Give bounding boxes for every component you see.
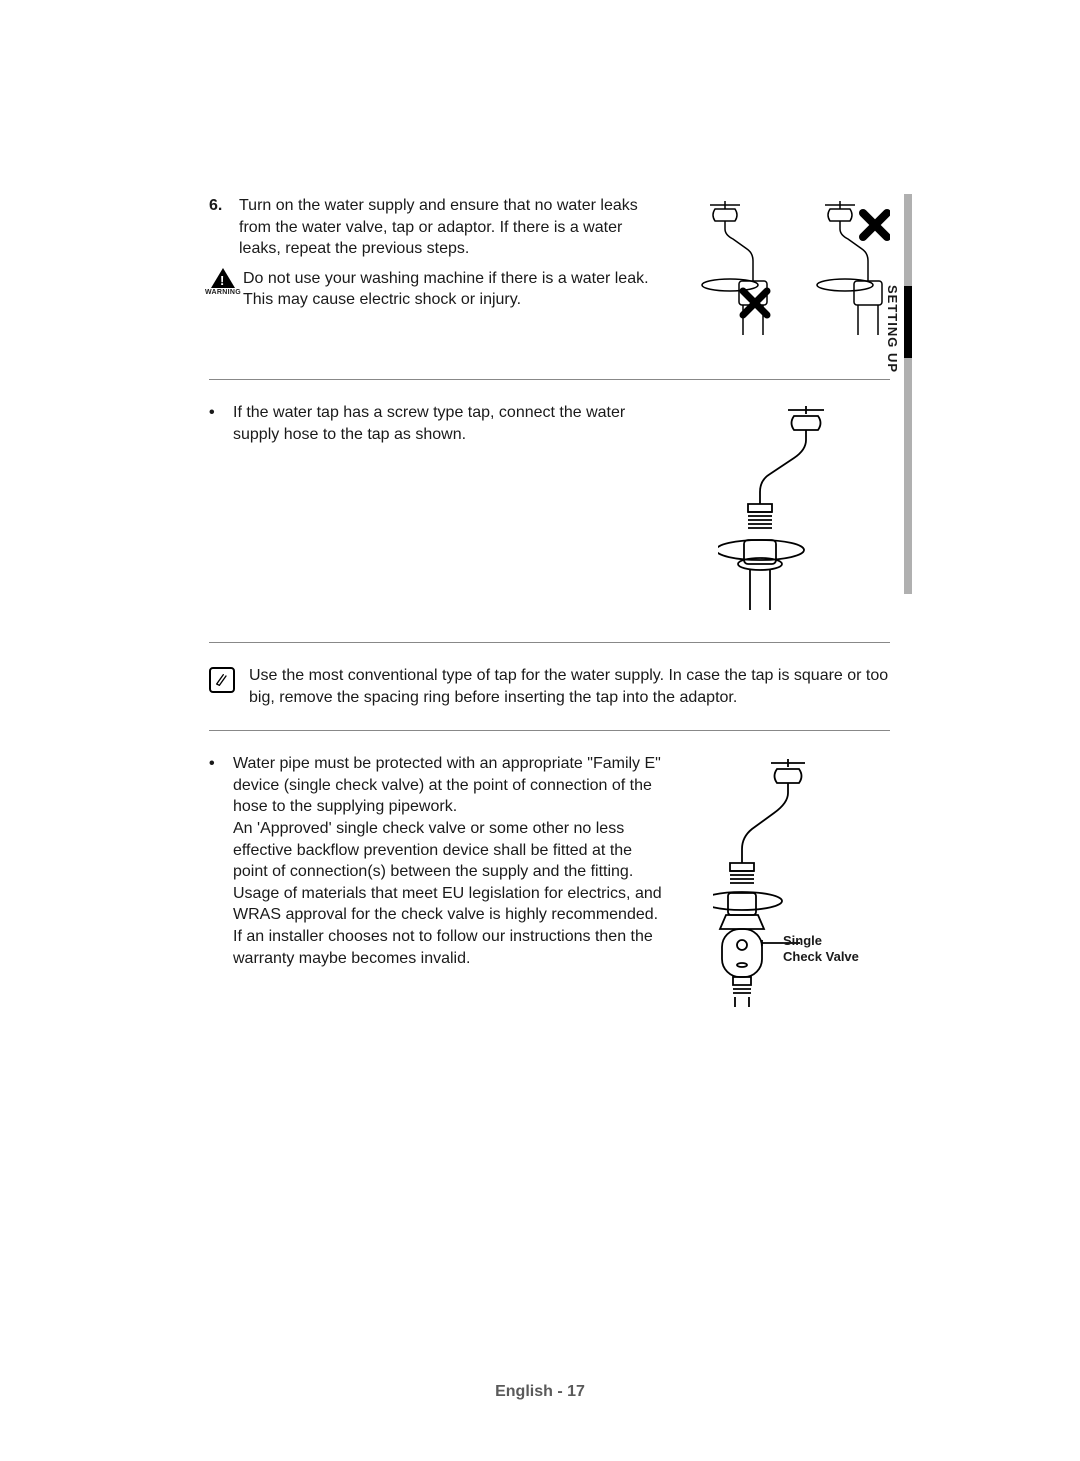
step6-text: Turn on the water supply and ensure that…: [239, 195, 667, 260]
check-valve-para3: If an installer chooses not to follow ou…: [233, 926, 667, 969]
step-number: 6.: [209, 195, 231, 260]
section-check-valve: • Water pipe must be protected with an a…: [209, 753, 890, 1057]
note-text: Use the most conventional type of tap fo…: [249, 665, 890, 708]
screw-tap-text-column: • If the water tap has a screw type tap,…: [209, 402, 667, 612]
bullet-marker: •: [209, 753, 219, 969]
note-icon: [209, 667, 235, 693]
check-valve-bullet-item: • Water pipe must be protected with an a…: [209, 753, 667, 969]
check-valve-text-body: Water pipe must be protected with an app…: [233, 753, 667, 969]
step6-numbered-item: 6. Turn on the water supply and ensure t…: [209, 195, 667, 260]
check-valve-label: Single Check Valve: [783, 933, 859, 964]
check-valve-text-column: • Water pipe must be protected with an a…: [209, 753, 667, 1033]
warning-row: WARNING Do not use your washing machine …: [209, 268, 667, 311]
check-valve-svg: [713, 753, 863, 1033]
check-valve-para1: Water pipe must be protected with an app…: [233, 753, 667, 818]
warning-icon: WARNING: [209, 268, 237, 297]
screw-tap-text: If the water tap has a screw type tap, c…: [233, 402, 667, 445]
water-leak-figure: [685, 195, 890, 355]
note-row: Use the most conventional type of tap fo…: [209, 665, 890, 731]
page-footer: English - 17: [0, 1383, 1080, 1401]
step6-text-column: 6. Turn on the water supply and ensure t…: [209, 195, 667, 355]
check-valve-para2: An 'Approved' single check valve or some…: [233, 818, 667, 926]
check-valve-figure: Single Check Valve: [685, 753, 890, 1033]
warning-text: Do not use your washing machine if there…: [243, 268, 667, 311]
warning-triangle-icon: [211, 268, 235, 288]
section-screw-tap: • If the water tap has a screw type tap,…: [209, 402, 890, 643]
screw-tap-figure: [685, 402, 890, 612]
page-content: 6. Turn on the water supply and ensure t…: [0, 0, 1080, 1057]
step6-figure: [685, 195, 890, 355]
screw-tap-bullet-item: • If the water tap has a screw type tap,…: [209, 402, 667, 445]
bullet-marker: •: [209, 402, 219, 445]
section-step6: 6. Turn on the water supply and ensure t…: [209, 195, 890, 380]
screw-tap-svg: [718, 402, 858, 612]
